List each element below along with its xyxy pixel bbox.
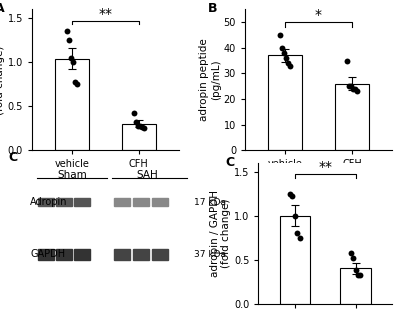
- Bar: [133, 198, 149, 206]
- Point: [354, 89, 360, 94]
- Point: [70, 60, 76, 65]
- Point: [64, 29, 70, 34]
- Bar: [74, 198, 90, 206]
- Point: [285, 61, 292, 66]
- Point: [287, 63, 294, 68]
- Text: 37 kDa: 37 kDa: [194, 250, 226, 259]
- Bar: [280, 216, 310, 304]
- Point: [348, 84, 354, 89]
- Point: [296, 235, 303, 240]
- Point: [279, 45, 285, 50]
- Point: [355, 273, 361, 278]
- Text: *: *: [315, 8, 322, 22]
- Bar: [152, 198, 168, 206]
- Text: SAH: SAH: [136, 170, 158, 180]
- Bar: [55, 59, 89, 150]
- Point: [346, 84, 352, 89]
- Bar: [340, 269, 371, 304]
- Bar: [122, 124, 156, 150]
- Point: [357, 273, 364, 278]
- Text: C: C: [225, 156, 234, 169]
- Point: [283, 55, 290, 60]
- Bar: [133, 249, 149, 260]
- Point: [281, 50, 287, 55]
- Point: [287, 191, 293, 196]
- Point: [350, 86, 356, 91]
- Point: [348, 250, 354, 255]
- Point: [130, 111, 137, 116]
- Text: Adropin: Adropin: [30, 197, 68, 207]
- Text: B: B: [208, 2, 218, 15]
- Y-axis label: Enho expression
(fold change): Enho expression (fold change): [0, 37, 5, 123]
- Text: **: **: [318, 160, 332, 174]
- Bar: [114, 198, 130, 206]
- Point: [139, 125, 145, 130]
- Bar: [335, 84, 369, 150]
- Point: [292, 213, 298, 218]
- Text: 17 kDa: 17 kDa: [194, 198, 226, 207]
- Bar: [152, 249, 168, 260]
- Point: [137, 124, 143, 129]
- Point: [289, 194, 296, 199]
- Bar: [38, 249, 54, 260]
- Y-axis label: adropin / GAPDH
(fold change): adropin / GAPDH (fold change): [210, 190, 231, 277]
- Bar: [114, 249, 130, 260]
- Bar: [38, 198, 54, 206]
- Point: [343, 58, 350, 63]
- Point: [66, 38, 72, 43]
- Point: [132, 120, 139, 125]
- Point: [352, 86, 358, 91]
- Bar: [56, 198, 72, 206]
- Point: [276, 33, 283, 38]
- Point: [74, 82, 81, 87]
- Point: [72, 79, 78, 84]
- Text: GAPDH: GAPDH: [30, 249, 66, 259]
- Point: [134, 123, 141, 128]
- Bar: [56, 249, 72, 260]
- Point: [294, 231, 300, 236]
- Bar: [268, 55, 302, 150]
- Text: A: A: [0, 2, 5, 15]
- Point: [350, 255, 356, 260]
- Point: [352, 268, 359, 273]
- Text: **: **: [98, 7, 112, 21]
- Y-axis label: adropin peptide
(pg/mL): adropin peptide (pg/mL): [199, 38, 221, 121]
- Bar: [74, 249, 90, 260]
- Text: C: C: [8, 151, 17, 165]
- Text: Sham: Sham: [57, 170, 87, 180]
- Point: [141, 126, 148, 131]
- Point: [68, 55, 74, 60]
